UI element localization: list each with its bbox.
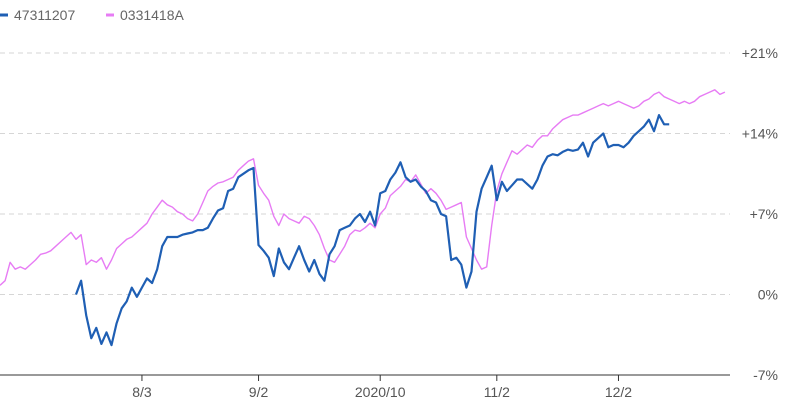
- legend: 47311207 0331418A: [0, 7, 185, 23]
- x-tick-label: 11/2: [484, 384, 510, 400]
- axes: [0, 374, 730, 381]
- y-tick-label: -7%: [753, 367, 778, 383]
- legend-label: 0331418A: [120, 7, 185, 23]
- series-lines: [0, 89, 726, 347]
- y-tick-label: +7%: [750, 206, 778, 222]
- series-line-0331418A: [0, 89, 726, 286]
- series-line-47311207: [74, 113, 670, 347]
- y-tick-label: +14%: [742, 126, 778, 142]
- x-tick-label: 9/2: [249, 384, 269, 400]
- x-tick-label: 2020/10: [355, 384, 406, 400]
- legend-label: 47311207: [14, 7, 75, 23]
- x-tick-label: 8/3: [132, 384, 152, 400]
- y-tick-label: +21%: [742, 45, 778, 61]
- x-tick-labels: 8/3 9/2 2020/10 11/2 12/2: [132, 384, 632, 400]
- x-tick-label: 12/2: [605, 384, 632, 400]
- y-tick-label: 0%: [758, 287, 778, 303]
- y-tick-labels: +21% +14% +7% 0% -7%: [742, 45, 778, 383]
- gridlines: [0, 52, 730, 295]
